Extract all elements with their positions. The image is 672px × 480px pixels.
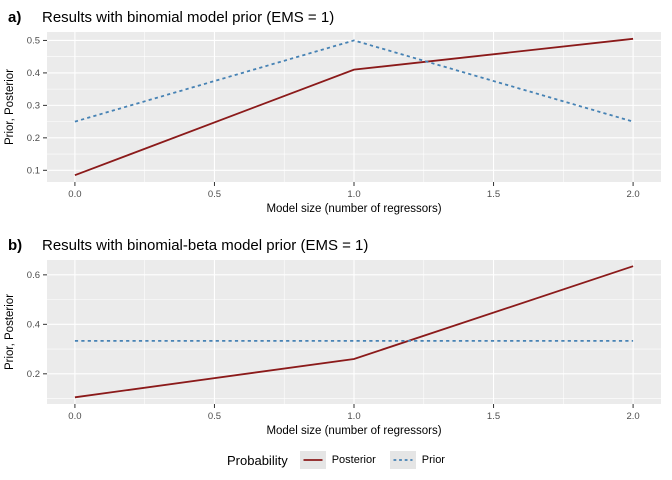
legend: Probability Posterior Prior <box>0 440 672 480</box>
series-prior-line <box>74 39 634 123</box>
panel-a-tag: a) <box>8 9 22 26</box>
x-tick-label: 2.0 <box>626 411 639 422</box>
x-tick-label: 0.0 <box>68 189 81 200</box>
x-axis-title: Model size (number of regressors) <box>266 425 441 437</box>
x-tick-label: 1.5 <box>487 411 500 422</box>
y-tick-label: 0.4 <box>27 320 40 331</box>
y-tick-label: 0.1 <box>27 166 40 177</box>
legend-label-posterior: Posterior <box>331 454 376 466</box>
y-tick-label: 0.5 <box>27 36 40 47</box>
chart-b-canvas: 0.0 0.5 1.0 1.5 2.0 0.2 0.4 0.6 Model size (numb… <box>4 260 661 437</box>
y-tick-label: 0.2 <box>27 369 40 380</box>
x-tick-label: 0.0 <box>68 411 81 422</box>
legend-entry-posterior: Posterior <box>299 451 376 469</box>
series-posterior-line <box>74 265 634 399</box>
posterior-line-key-icon <box>299 451 326 469</box>
x-tick-label: 1.0 <box>347 411 360 422</box>
panel-a-title-text: Results with binomial model prior (EMS =… <box>42 9 335 26</box>
y-tick-label: 0.4 <box>27 68 40 79</box>
panel-b-title-text: Results with binomial-beta model prior (… <box>42 237 369 254</box>
y-tick-label: 0.3 <box>27 101 40 112</box>
x-tick-label: 2.0 <box>626 189 639 200</box>
y-tick-label: 0.6 <box>27 270 40 281</box>
x-tick-label: 1.0 <box>347 189 360 200</box>
panel-b-tag: b) <box>8 237 23 254</box>
x-tick-label: 0.5 <box>208 411 221 422</box>
x-tick-label: 1.5 <box>487 189 500 200</box>
y-axis-title: Prior, Posterior <box>4 69 16 145</box>
series-posterior-line <box>74 37 634 177</box>
legend-label-prior: Prior <box>421 454 445 466</box>
y-axis-title: Prior, Posterior <box>4 294 16 370</box>
chart-a-canvas: 0.0 0.5 1.0 1.5 2.0 0.1 0.2 0.3 0.4 0.5 Model size… <box>4 32 661 215</box>
x-axis-title: Model size (number of regressors) <box>266 203 441 215</box>
y-tick-label: 0.2 <box>27 133 40 144</box>
prior-line-key-icon <box>389 451 416 469</box>
legend-title: Probability <box>227 452 288 468</box>
x-tick-label: 0.5 <box>208 189 221 200</box>
panel-b-title: b) Results with binomial-beta model prio… <box>0 218 672 254</box>
panel-a-title: a) Results with binomial model prior (EM… <box>0 0 672 26</box>
legend-entry-prior: Prior <box>389 451 445 469</box>
